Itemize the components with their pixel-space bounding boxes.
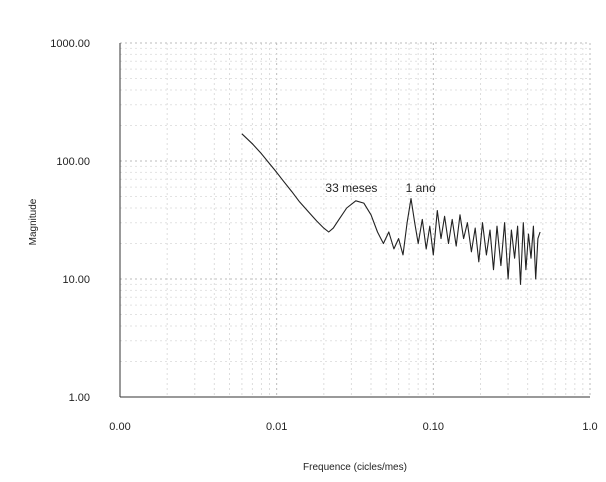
y-tick-label: 100.00	[56, 156, 90, 168]
x-tick-label: 0.10	[423, 421, 444, 433]
y-tick-label: 1.00	[69, 392, 90, 404]
grid	[120, 42, 591, 397]
x-tick-label: 1.0	[582, 421, 597, 433]
tick-labels: 0.00 0.01 0.10 1.0 1.00 10.00 100.00 1000.00	[50, 38, 597, 433]
y-tick-label: 1000.00	[50, 38, 90, 50]
x-tick-label: 0.00	[109, 421, 130, 433]
axes	[119, 43, 590, 398]
x-tick-label: 0.01	[266, 421, 287, 433]
spectrum-line	[241, 133, 541, 285]
x-axis-label: Frequence (cicles/mes)	[303, 462, 407, 473]
y-tick-label: 10.00	[62, 274, 90, 286]
series	[241, 133, 541, 285]
annotation-label: 33 meses	[325, 181, 377, 195]
annotation-label: 1 ano	[406, 181, 436, 195]
y-axis-label: Magnitude	[28, 198, 39, 245]
annotations: 33 meses 1 ano	[325, 181, 436, 195]
